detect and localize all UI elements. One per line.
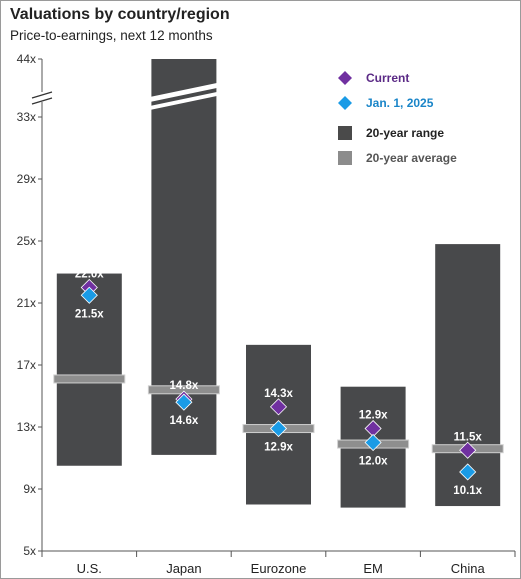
jan-2025-value-label: 12.0x bbox=[359, 456, 388, 468]
jan-2025-marker bbox=[364, 433, 382, 452]
x-category-label: China bbox=[451, 561, 486, 576]
y-tick-label: 5x bbox=[23, 544, 36, 558]
y-tick-label: 33x bbox=[17, 110, 36, 124]
jan-2025-marker bbox=[80, 286, 98, 304]
range-bar-break bbox=[150, 82, 218, 102]
y-tick-label: 29x bbox=[17, 172, 36, 186]
range-bar-break bbox=[150, 91, 218, 110]
jan-2025-marker bbox=[459, 463, 477, 481]
legend-label: Jan. 1, 2025 bbox=[366, 96, 434, 110]
current-value-label: 22.0x bbox=[75, 269, 104, 281]
y-axis-break-mark bbox=[31, 97, 53, 105]
current-marker bbox=[269, 398, 288, 416]
x-category-label: Eurozone bbox=[251, 561, 307, 576]
y-tick-label: 17x bbox=[17, 358, 36, 372]
current-value-label: 12.9x bbox=[359, 410, 388, 422]
jan-2025-marker bbox=[269, 419, 288, 438]
legend-jan-2025-swatch bbox=[338, 96, 352, 110]
current-value-label: 11.5x bbox=[454, 431, 483, 443]
chart-subtitle: Price-to-earnings, next 12 months bbox=[10, 28, 213, 43]
jan-2025-value-label: 12.9x bbox=[264, 442, 293, 454]
y-axis-break-mark bbox=[31, 91, 53, 99]
current-value-label: 14.3x bbox=[264, 388, 293, 400]
average-marker bbox=[53, 374, 126, 384]
y-tick-label: 13x bbox=[17, 420, 36, 434]
legend-label: 20-year range bbox=[366, 126, 444, 140]
x-category-label: U.S. bbox=[77, 561, 102, 576]
x-category-label: EM bbox=[363, 561, 383, 576]
current-marker bbox=[459, 441, 477, 459]
y-tick-label: 44x bbox=[17, 52, 36, 66]
y-axis-break-mask bbox=[32, 92, 52, 102]
jan-2025-value-label: 10.1x bbox=[453, 485, 482, 497]
legend-range-swatch bbox=[338, 126, 352, 140]
legend-label: Current bbox=[366, 71, 409, 85]
jan-2025-value-label: 21.5x bbox=[75, 308, 104, 320]
legend-current-swatch bbox=[338, 71, 352, 85]
legend-average-swatch bbox=[338, 151, 352, 165]
chart-title: Valuations by country/region bbox=[10, 6, 230, 23]
range-bar bbox=[435, 244, 501, 507]
current-value-label: 14.8x bbox=[170, 380, 199, 392]
jan-2025-marker bbox=[175, 393, 193, 411]
y-tick-label: 9x bbox=[23, 482, 36, 496]
legend-label: 20-year average bbox=[366, 151, 457, 165]
y-tick-label: 25x bbox=[17, 234, 36, 248]
y-tick-label: 21x bbox=[17, 296, 36, 310]
range-bar bbox=[56, 273, 122, 466]
jan-2025-value-label: 14.6x bbox=[170, 415, 199, 427]
x-category-label: Japan bbox=[166, 561, 201, 576]
